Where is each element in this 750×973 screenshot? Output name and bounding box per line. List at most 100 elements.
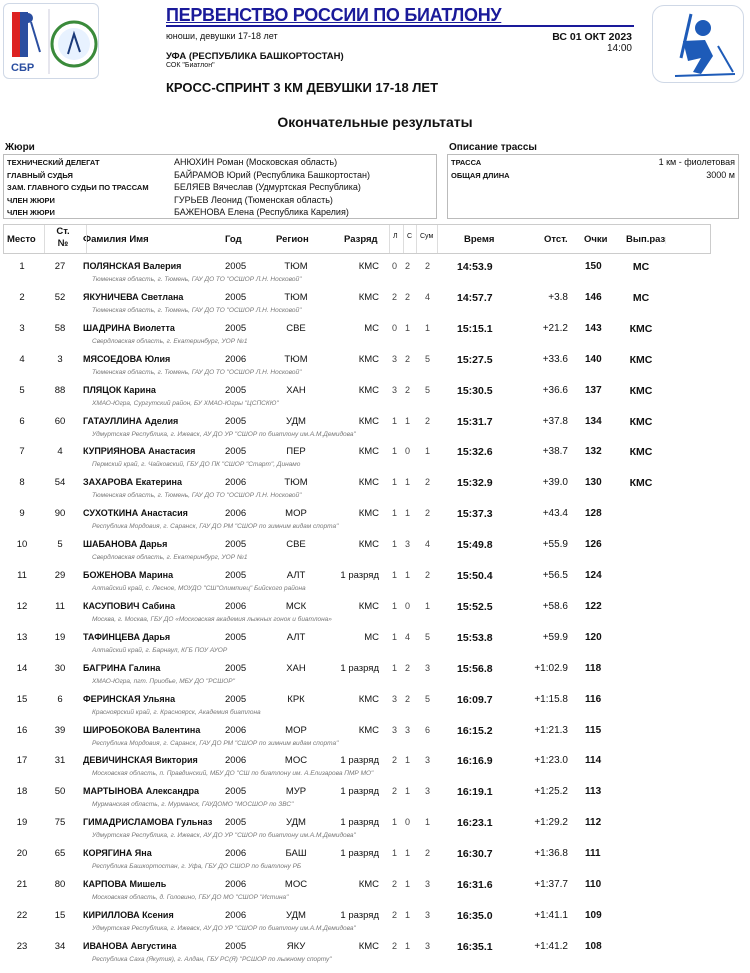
- column-header-achieved: Вып.разр: [626, 234, 666, 245]
- club: Республика Башкортостан, г. Уфа, ГБУ ДО …: [92, 863, 302, 871]
- standing-misses: 1: [405, 322, 411, 333]
- athlete-name: МАРТЫНОВА Александра: [83, 786, 200, 797]
- points: 118: [585, 662, 602, 674]
- place: 23: [16, 940, 28, 952]
- club: Удмуртская Республика, г. Ижевск, АУ ДО …: [92, 832, 356, 840]
- table-row[interactable]: 17 31 ДЕВИЧИНСКАЯ Виктория 2006 МОС 1 разряд 2…: [0, 755, 750, 785]
- place: 10: [16, 539, 28, 551]
- athlete-name: ИВАНОВА Августина: [83, 940, 177, 951]
- column-header-place: Место: [7, 234, 36, 245]
- table-row[interactable]: 8 54 ЗАХАРОВА Екатерина 2006 ТЮМ КМС 1 1 2 15:32.…: [0, 477, 750, 507]
- venue: СОК "Биатлон": [166, 62, 215, 69]
- region: ТЮМ: [284, 353, 308, 365]
- birth-year: 2005: [225, 940, 247, 952]
- points: 150: [585, 261, 602, 272]
- table-row[interactable]: 7 4 КУПРИЯНОВА Анастасия 2005 ПЕР КМС 1 0 1 15:32…: [0, 446, 750, 476]
- region: МОР: [285, 724, 307, 736]
- jury-title: Жюри: [5, 142, 35, 153]
- rank: 1 разряд: [340, 786, 379, 798]
- table-row[interactable]: 19 75 ГИМАДРИСЛАМОВА Гульназ 2005 УДМ 1 разря…: [0, 817, 750, 847]
- club: Республика Мордовия, г. Саранск, ГАУ ДО …: [92, 523, 339, 531]
- prone-misses: 1: [392, 446, 398, 457]
- prone-misses: 2: [392, 909, 398, 920]
- table-row[interactable]: 23 34 ИВАНОВА Августина 2005 ЯКУ КМС 2 1 3 16:35.…: [0, 941, 750, 971]
- table-row[interactable]: 14 30 БАГРИНА Галина 2005 ХАН 1 разряд 1 2 3 15:5…: [0, 663, 750, 693]
- bib: 60: [54, 415, 66, 427]
- prone-misses: 3: [392, 724, 398, 735]
- column-header-rank: Разряд: [344, 234, 378, 245]
- region: МОС: [284, 755, 308, 767]
- total-misses: 2: [425, 848, 431, 859]
- prone-misses: 1: [392, 848, 398, 859]
- table-row[interactable]: 21 80 КАРПОВА Мишель 2006 МОС КМС 2 1 3 16:31.6 +1…: [0, 879, 750, 909]
- time: 16:30.7: [457, 848, 493, 861]
- time: 16:16.9: [457, 755, 493, 768]
- rank: 1 разряд: [340, 570, 379, 581]
- event-time: 14:00: [606, 43, 632, 54]
- table-row[interactable]: 15 6 ФЕРИНСКАЯ Ульяна 2005 КРК КМС 3 2 5 16:09.7 +…: [0, 694, 750, 724]
- place: 3: [19, 322, 25, 334]
- jury-role: ЧЛЕН ЖЮРИ: [7, 208, 55, 217]
- column-divider: [403, 225, 404, 253]
- place: 9: [19, 508, 25, 520]
- prone-misses: 2: [392, 786, 398, 797]
- points: 112: [585, 817, 602, 829]
- region: УДМ: [286, 909, 306, 921]
- place: 11: [17, 570, 27, 581]
- table-row[interactable]: 22 15 КИРИЛЛОВА Ксения 2006 УДМ 1 разряд 2 1 3 16…: [0, 910, 750, 940]
- jury-role: ЧЛЕН ЖЮРИ: [7, 195, 55, 205]
- prone-misses: 1: [392, 631, 398, 642]
- jury-role: ТЕХНИЧЕСКИЙ ДЕЛЕГАТ: [7, 158, 100, 167]
- event-title: ПЕРВЕНСТВО РОССИИ ПО БИАТЛОНУ: [166, 5, 502, 25]
- standing-misses: 2: [405, 353, 411, 364]
- course-label: ТРАССА: [451, 158, 482, 167]
- logo-text: СБР: [11, 62, 35, 74]
- column-header-time: Время: [464, 234, 495, 245]
- achieved-rank: КМС: [629, 446, 653, 459]
- table-row[interactable]: 1 27 ПОЛЯНСКАЯ Валерия 2005 ТЮМ КМС 0 2 2 14:53.9…: [0, 261, 750, 291]
- time: 16:23.1: [457, 817, 493, 830]
- region: СВЕ: [286, 539, 306, 551]
- total-misses: 1: [425, 322, 431, 333]
- place: 2: [19, 291, 25, 303]
- athlete-name: МЯСОЕДОВА Юлия: [83, 353, 171, 364]
- athlete-name: ЯКУНИЧЕВА Светлана: [83, 291, 184, 302]
- time: 15:32.6: [457, 446, 493, 459]
- athlete-name: КИРИЛЛОВА Ксения: [83, 909, 174, 920]
- table-row[interactable]: 16 39 ШИРОБОКОВА Валентина 2006 МОР КМС 3 3 6 16:…: [0, 725, 750, 755]
- table-header: Место Фамилия Имя Год Регион Разряд Время Отст…: [3, 224, 711, 254]
- table-row[interactable]: 12 11 КАСУПОВИЧ Сабина 2006 МСК КМС 1 0 1 15:52.5…: [0, 601, 750, 631]
- table-row[interactable]: 20 65 КОРЯГИНА Яна 2006 БАШ 1 разряд 1 1 2 16:30.…: [0, 848, 750, 878]
- time: 15:56.8: [457, 662, 493, 675]
- table-row[interactable]: 13 19 ТАФИНЦЕВА Дарья 2005 АЛТ МС 1 4 5 15:53.8 +5…: [0, 632, 750, 662]
- total-misses: 5: [425, 353, 431, 364]
- points: 120: [585, 631, 602, 643]
- rank: 1 разряд: [340, 662, 379, 674]
- prone-misses: 1: [392, 415, 398, 426]
- time: 16:15.2: [457, 724, 493, 737]
- rank: КМС: [358, 600, 379, 612]
- time-behind: +3.8: [548, 291, 568, 303]
- table-row[interactable]: 10 5 ШАБАНОВА Дарья 2005 СВЕ КМС 1 3 4 15:49.8 +55…: [0, 539, 750, 569]
- prone-misses: 0: [392, 322, 398, 333]
- club: Алтайский край, г. Барнаул, КГБ ПОУ АУОР: [92, 646, 228, 654]
- club: Республика Саха (Якутия), г. Алдан, ГБУ …: [92, 955, 332, 963]
- table-row[interactable]: 4 3 МЯСОЕДОВА Юлия 2006 ТЮМ КМС 3 2 5 15:27.5 +33.…: [0, 354, 750, 384]
- table-row[interactable]: 2 52 ЯКУНИЧЕВА Светлана 2005 ТЮМ КМС 2 2 4 14:57.…: [0, 292, 750, 322]
- time: 16:09.7: [457, 693, 493, 706]
- bib: 6: [57, 693, 63, 705]
- table-row[interactable]: 6 60 ГАТАУЛЛИНА Аделия 2005 УДМ КМС 1 1 2 15:31.7…: [0, 416, 750, 446]
- column-header-name: Фамилия Имя: [83, 234, 149, 245]
- total-misses: 2: [425, 508, 431, 519]
- column-divider: [86, 225, 87, 253]
- table-row[interactable]: 5 88 ПЛЯЦОК Карина 2005 ХАН КМС 3 2 5 15:30.5 +36.…: [0, 385, 750, 415]
- table-row[interactable]: 18 50 МАРТЫНОВА Александра 2005 МУР 1 разряд 2…: [0, 786, 750, 816]
- place: 4: [19, 353, 25, 365]
- place: 7: [19, 446, 25, 458]
- table-row[interactable]: 11 29 БОЖЕНОВА Марина 2005 АЛТ 1 разряд 1 1 2 15:…: [0, 570, 750, 600]
- table-row[interactable]: 3 58 ШАДРИНА Виолетта 2005 СВЕ МС 0 1 1 15:15.1 +2…: [0, 323, 750, 353]
- standing-misses: 2: [405, 261, 411, 271]
- bib: 27: [54, 261, 66, 272]
- table-row[interactable]: 9 90 СУХОТКИНА Анастасия 2006 МОР КМС 1 1 2 15:37…: [0, 508, 750, 538]
- time-behind: +43.4: [542, 508, 568, 520]
